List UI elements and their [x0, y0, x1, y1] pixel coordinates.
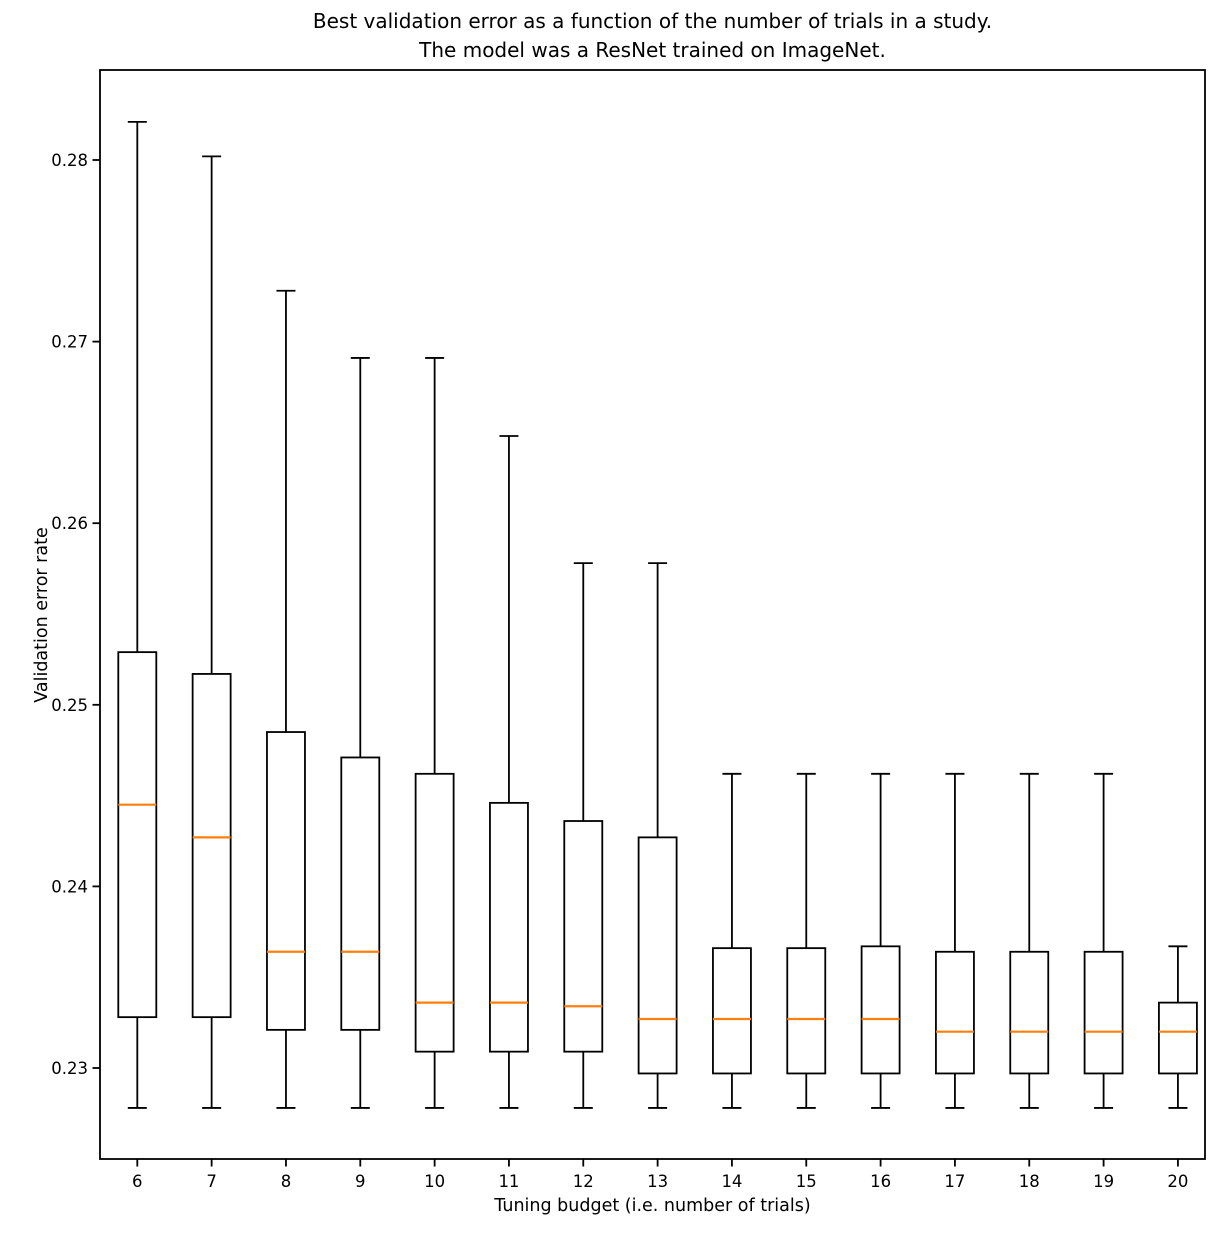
- box-11: [489, 435, 529, 1109]
- x-tick-label-8: 8: [281, 1172, 292, 1191]
- iqr-box-6: [117, 651, 158, 1019]
- x-tick-label-10: 10: [424, 1172, 445, 1191]
- y-tick-label-0.24: 0.24: [51, 877, 88, 896]
- y-axis-label: Validation error rate: [32, 527, 52, 703]
- iqr-box-19: [1083, 950, 1124, 1075]
- box-15: [786, 772, 827, 1109]
- x-tick-label-6: 6: [132, 1172, 143, 1191]
- x-tick-label-18: 18: [1019, 1172, 1040, 1191]
- x-tick-label-17: 17: [944, 1172, 965, 1191]
- box-10: [414, 357, 455, 1109]
- iqr-box-14: [712, 947, 752, 1075]
- iqr-box-20: [1158, 1001, 1198, 1075]
- box-13: [637, 562, 678, 1109]
- box-19: [1083, 772, 1124, 1109]
- chart-title: Best validation error as a function of t…: [100, 7, 1205, 64]
- iqr-box-15: [786, 947, 827, 1075]
- iqr-box-11: [489, 801, 529, 1053]
- y-tick-label-0.23: 0.23: [51, 1059, 88, 1078]
- box-8: [266, 289, 306, 1109]
- iqr-box-12: [563, 820, 604, 1053]
- x-tick-label-16: 16: [870, 1172, 891, 1191]
- box-20: [1158, 945, 1198, 1109]
- axes-spines: [99, 69, 1206, 1160]
- x-tick-label-14: 14: [721, 1172, 742, 1191]
- box-7: [191, 155, 232, 1109]
- iqr-box-8: [266, 731, 306, 1031]
- iqr-box-7: [191, 673, 232, 1019]
- iqr-box-10: [414, 772, 455, 1053]
- chart-title-line2: The model was a ResNet trained on ImageN…: [419, 37, 886, 62]
- box-16: [860, 772, 901, 1109]
- x-tick-label-11: 11: [498, 1172, 519, 1191]
- x-tick-label-13: 13: [647, 1172, 668, 1191]
- iqr-box-13: [637, 836, 678, 1075]
- iqr-box-18: [1009, 950, 1050, 1075]
- x-axis-label: Tuning budget (i.e. number of trials): [494, 1196, 811, 1216]
- iqr-box-9: [340, 756, 381, 1031]
- y-tick-label-0.26: 0.26: [51, 514, 88, 533]
- box-6: [117, 120, 158, 1109]
- box-9: [340, 357, 381, 1109]
- x-tick-label-15: 15: [796, 1172, 817, 1191]
- box-12: [563, 562, 604, 1109]
- y-tick-label-0.27: 0.27: [51, 333, 88, 352]
- y-tick-label-0.28: 0.28: [51, 151, 88, 170]
- chart-title-line1: Best validation error as a function of t…: [312, 9, 993, 33]
- box-14: [712, 772, 752, 1109]
- x-tick-label-20: 20: [1167, 1172, 1188, 1191]
- iqr-box-16: [860, 945, 901, 1075]
- x-tick-label-19: 19: [1093, 1172, 1114, 1191]
- x-tick-label-12: 12: [573, 1172, 594, 1191]
- box-17: [935, 772, 975, 1109]
- x-tick-label-9: 9: [355, 1172, 366, 1191]
- x-tick-label-7: 7: [206, 1172, 217, 1191]
- iqr-box-17: [935, 950, 975, 1075]
- box-18: [1009, 772, 1050, 1109]
- y-tick-label-0.25: 0.25: [51, 696, 88, 715]
